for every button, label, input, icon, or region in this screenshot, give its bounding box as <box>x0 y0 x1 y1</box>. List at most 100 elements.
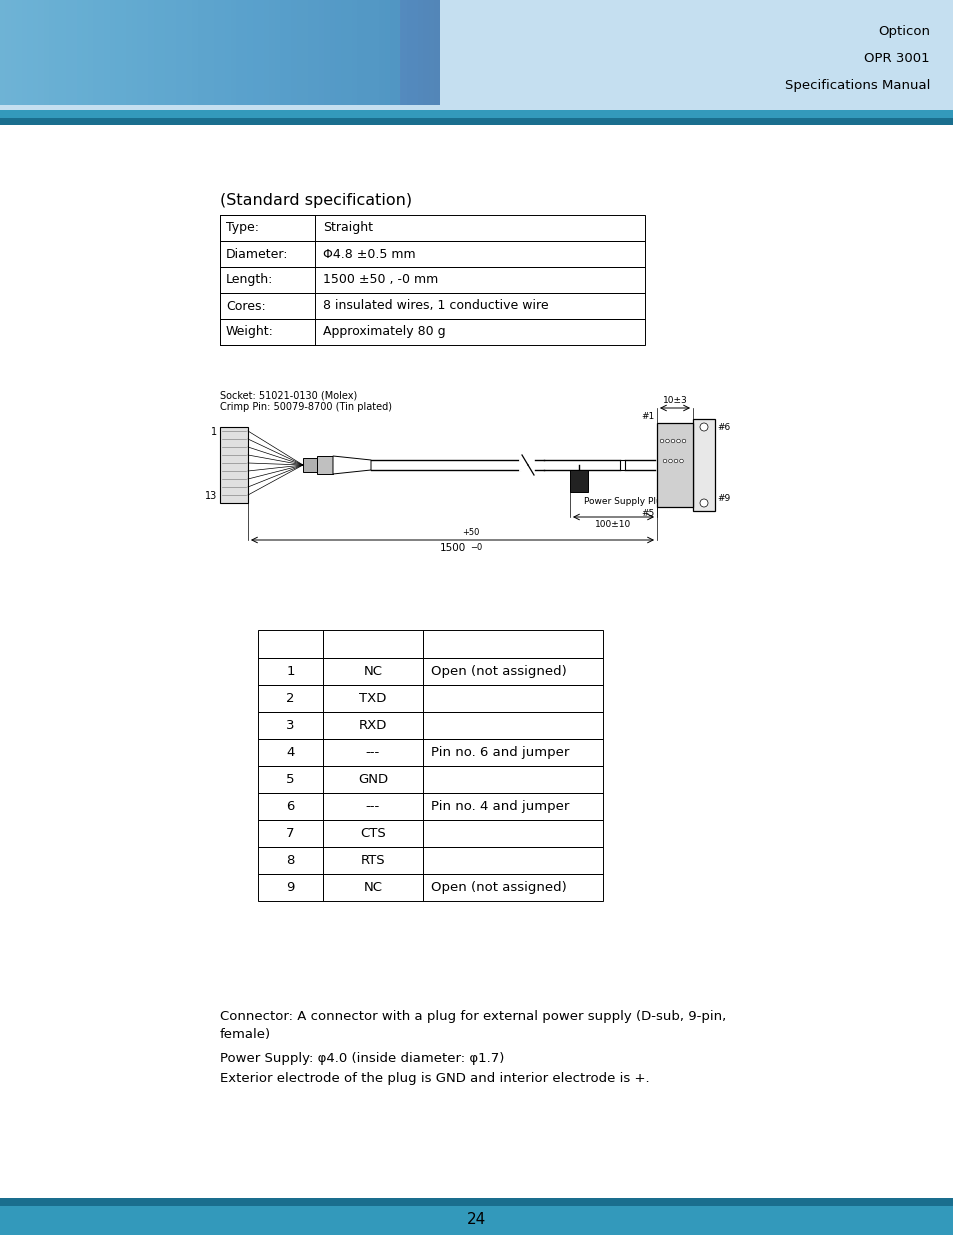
Bar <box>324 0 330 105</box>
Bar <box>165 0 171 105</box>
Bar <box>137 0 143 105</box>
Text: Socket: 51021-0130 (Molex): Socket: 51021-0130 (Molex) <box>220 390 356 400</box>
Bar <box>236 0 242 105</box>
Bar <box>379 0 385 105</box>
Bar <box>657 424 692 508</box>
Text: 2: 2 <box>286 692 294 705</box>
Text: Φ4.8 ±0.5 mm: Φ4.8 ±0.5 mm <box>323 247 416 261</box>
Circle shape <box>671 440 674 443</box>
Bar <box>417 0 423 105</box>
Bar <box>121 0 127 105</box>
Bar <box>323 793 422 820</box>
Text: Cores:: Cores: <box>226 300 266 312</box>
Bar <box>257 658 323 685</box>
Bar <box>55 0 60 105</box>
Bar <box>247 0 253 105</box>
Polygon shape <box>333 456 371 474</box>
Bar <box>127 0 132 105</box>
Bar <box>66 0 71 105</box>
Bar <box>692 419 714 511</box>
Bar <box>385 0 390 105</box>
Bar <box>16 0 22 105</box>
Text: 1500 ±50 , -0 mm: 1500 ±50 , -0 mm <box>323 273 437 287</box>
Text: #6: #6 <box>717 424 729 432</box>
Bar <box>187 0 193 105</box>
Text: 8: 8 <box>286 853 294 867</box>
Bar <box>308 0 314 105</box>
Bar <box>71 0 77 105</box>
Bar <box>280 0 286 105</box>
Bar <box>323 658 422 685</box>
Text: GND: GND <box>357 773 388 785</box>
Bar <box>82 0 88 105</box>
Text: Pin no. 6 and jumper: Pin no. 6 and jumper <box>431 746 569 760</box>
Bar <box>209 0 214 105</box>
Bar <box>203 0 209 105</box>
Bar <box>149 0 153 105</box>
Bar <box>422 847 602 874</box>
Bar <box>357 0 363 105</box>
Text: Straight: Straight <box>323 221 373 235</box>
Bar <box>346 0 352 105</box>
Text: Crimp Pin: 50079-8700 (Tin plated): Crimp Pin: 50079-8700 (Tin plated) <box>220 403 392 412</box>
Bar <box>340 0 346 105</box>
Bar <box>395 0 401 105</box>
Bar <box>335 0 340 105</box>
Bar <box>314 0 318 105</box>
Text: OPR 3001: OPR 3001 <box>863 52 929 65</box>
Bar <box>220 215 644 241</box>
Bar <box>423 0 429 105</box>
Bar <box>412 0 417 105</box>
Bar <box>269 0 274 105</box>
Bar <box>242 0 247 105</box>
Text: Type:: Type: <box>226 221 258 235</box>
Text: female): female) <box>220 1028 271 1041</box>
Bar <box>193 0 198 105</box>
Text: 3: 3 <box>286 719 294 732</box>
Bar <box>390 0 395 105</box>
Bar <box>422 820 602 847</box>
Text: Approximately 80 g: Approximately 80 g <box>323 326 445 338</box>
Text: 8 insulated wires, 1 conductive wire: 8 insulated wires, 1 conductive wire <box>323 300 548 312</box>
Bar <box>422 739 602 766</box>
Bar <box>257 739 323 766</box>
Bar <box>0 0 953 115</box>
Text: Opticon: Opticon <box>877 25 929 38</box>
Text: NC: NC <box>363 664 382 678</box>
Bar <box>323 847 422 874</box>
Circle shape <box>679 459 682 463</box>
Bar <box>422 630 602 658</box>
Bar <box>286 0 292 105</box>
Bar <box>257 713 323 739</box>
Text: 13: 13 <box>205 492 216 501</box>
Bar <box>0 110 953 119</box>
Bar <box>231 0 236 105</box>
Text: Open (not assigned): Open (not assigned) <box>431 881 566 894</box>
Bar <box>352 0 357 105</box>
Bar <box>323 874 422 902</box>
Bar <box>175 0 181 105</box>
Text: RXD: RXD <box>358 719 387 732</box>
Bar <box>11 0 16 105</box>
Bar <box>220 427 248 503</box>
Text: ---: --- <box>366 746 379 760</box>
Circle shape <box>665 440 669 443</box>
Circle shape <box>700 424 707 431</box>
Circle shape <box>659 440 663 443</box>
Bar <box>220 319 314 345</box>
Text: Open (not assigned): Open (not assigned) <box>431 664 566 678</box>
Bar <box>619 459 624 471</box>
Bar <box>330 0 335 105</box>
Bar <box>60 0 66 105</box>
Text: Length:: Length: <box>226 273 274 287</box>
Bar <box>323 630 422 658</box>
Text: 100±10: 100±10 <box>595 520 631 529</box>
Circle shape <box>700 499 707 508</box>
Bar <box>257 630 323 658</box>
Bar <box>422 685 602 713</box>
Bar <box>0 119 953 125</box>
Text: 6: 6 <box>286 800 294 813</box>
Bar <box>132 0 137 105</box>
Bar <box>0 1198 953 1207</box>
Text: NC: NC <box>363 881 382 894</box>
